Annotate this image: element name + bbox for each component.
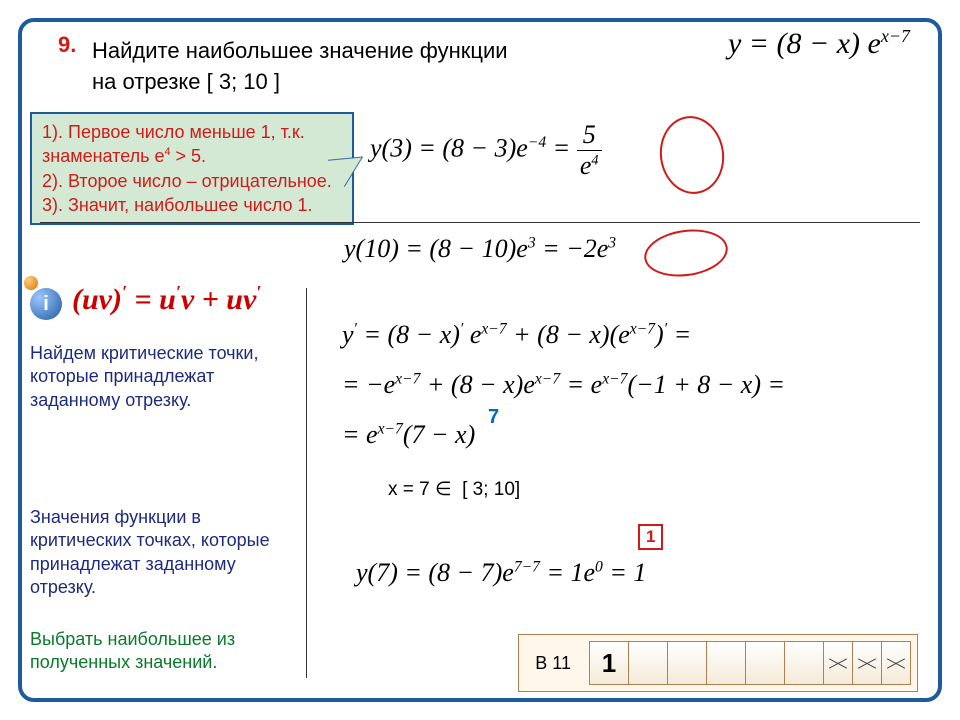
info-icon: i — [30, 288, 62, 320]
hint-line1: 1). Первое число меньше 1, т.к. знаменат… — [42, 120, 342, 169]
answer-box: В 11 1 — [518, 634, 918, 692]
eq-deriv2: = −ex−7 + (8 − x)ex−7 = ex−7(−1 + 8 − x)… — [342, 370, 785, 400]
answer-xcell-0 — [823, 641, 853, 685]
callout-one: 1 — [638, 524, 663, 550]
answer-cell-0: 1 — [589, 641, 629, 685]
note-values: Значения функции в критических точках, к… — [30, 506, 290, 600]
divider-top — [40, 222, 920, 223]
answer-xcell-1 — [852, 641, 882, 685]
answer-cell-2 — [667, 641, 707, 685]
answer-label: В 11 — [525, 649, 581, 678]
eq-deriv3: = ex−7(7 − x) — [342, 420, 475, 450]
main-function: y = (8 − x) ex−7 — [728, 26, 910, 61]
problem-number: 9. — [58, 32, 76, 58]
answer-cells: 1 — [589, 641, 911, 685]
answer-cell-1 — [628, 641, 668, 685]
problem-line1: Найдите наибольшее значение функции — [92, 38, 508, 63]
answer-cell-4 — [745, 641, 785, 685]
hint-line2: 2). Второе число – отрицательное. — [42, 169, 342, 193]
eq-y3: y(3) = (8 − 3)e−4 = 5e4 — [370, 120, 602, 181]
eq-deriv1: y′ = (8 − x)′ ex−7 + (8 − x)(ex−7)′ = — [342, 320, 691, 350]
divider-vertical — [306, 288, 307, 678]
eq-critical-x: x = 7 ∈ [ 3; 10] — [388, 478, 520, 501]
problem-line2: на отрезке [ 3; 10 ] — [92, 69, 280, 94]
eq-y7: y(7) = (8 − 7)e7−7 = 1e0 = 1 — [356, 558, 646, 588]
hint-line3: 3). Значит, наибольшее число 1. — [42, 193, 342, 217]
answer-cell-5 — [784, 641, 824, 685]
note-critical-points: Найдем критические точки, которые принад… — [30, 342, 290, 412]
problem-statement: Найдите наибольшее значение функции на о… — [92, 36, 508, 98]
eq-y10: y(10) = (8 − 10)e3 = −2e3 — [344, 234, 616, 264]
answer-cell-3 — [706, 641, 746, 685]
answer-xcell-2 — [881, 641, 911, 685]
hint-box: 1). Первое число меньше 1, т.к. знаменат… — [30, 112, 354, 225]
annotation-seven: 7 — [488, 406, 499, 429]
note-choose-max: Выбрать наибольшее из полученных значени… — [30, 628, 290, 675]
product-rule: (uv)′ = u′v + uv′ — [72, 282, 261, 317]
